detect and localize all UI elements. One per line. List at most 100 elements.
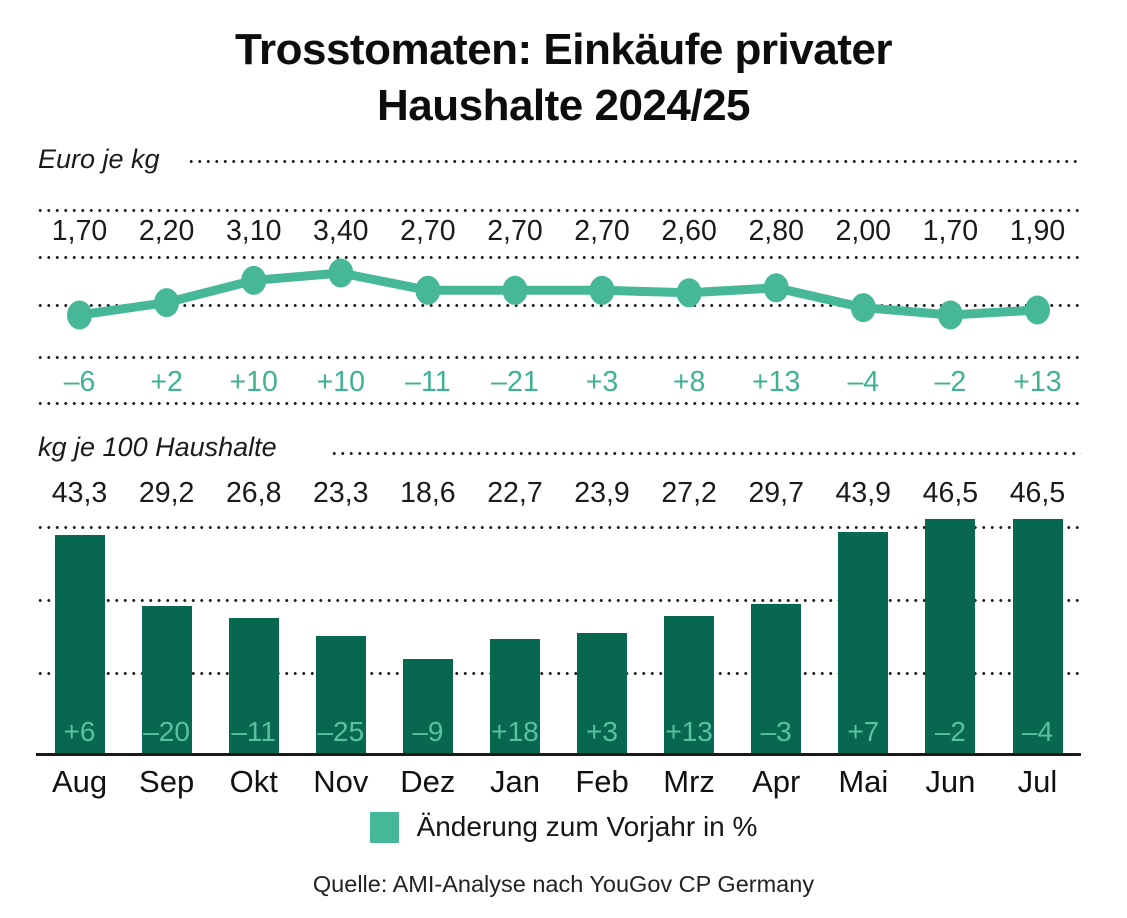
price-change-label: –6 — [63, 366, 96, 398]
month-label: Sep — [139, 764, 195, 799]
price-change-label: +8 — [672, 366, 706, 398]
bar-chart-unit-label: kg je 100 Haushalte — [38, 432, 277, 462]
gridline — [36, 526, 1081, 530]
bar-change-label: +6 — [63, 716, 96, 747]
price-value-label: 2,20 — [138, 215, 195, 247]
bar-value-label: 23,3 — [313, 477, 369, 509]
bar: –4 — [1012, 519, 1063, 753]
bar: +13 — [664, 616, 715, 753]
price-line-series — [67, 258, 1050, 330]
price-point-marker — [589, 275, 615, 305]
price-change-label: –4 — [847, 366, 880, 398]
price-value-label: 2,80 — [748, 215, 804, 247]
month-label: Nov — [313, 764, 369, 799]
bar-value-labels-row: 43,3 29,2 26,8 23,3 18,6 22,7 23,9 27,2 29,7 43,9… — [36, 477, 1081, 510]
bar-value-label: 23,9 — [574, 477, 630, 509]
bar-value-label: 46,5 — [922, 477, 979, 509]
price-point-marker — [1025, 295, 1050, 325]
price-point-marker — [67, 300, 92, 330]
page-title-line1: Trosstomaten: Einkäufe privater — [235, 25, 892, 74]
price-line — [75, 268, 1042, 320]
price-change-label: +13 — [1013, 366, 1062, 398]
price-point-marker — [328, 258, 354, 288]
page-title-line2: Haushalte 2024/25 — [376, 81, 751, 130]
bar: –2 — [925, 519, 976, 753]
price-labels-row: 1,70 2,20 3,10 3,40 2,70 2,70 2,70 2,60 2,80 2,00… — [36, 215, 1081, 248]
price-value-label: 1,70 — [51, 215, 108, 247]
month-label: Mai — [838, 764, 889, 799]
gridline — [330, 452, 1081, 456]
gridline — [36, 599, 1081, 603]
bar-change-label: +3 — [586, 716, 618, 747]
price-change-label: +3 — [585, 366, 619, 398]
price-point-marker — [502, 275, 528, 305]
month-label: Feb — [575, 764, 629, 799]
month-label: Dez — [400, 764, 456, 799]
gridline — [36, 304, 1081, 308]
bar: +7 — [838, 532, 889, 753]
price-point-marker — [241, 265, 267, 295]
price-change-label: –21 — [491, 366, 539, 398]
price-change-label: +13 — [752, 366, 801, 398]
bar-value-label: 46,5 — [1009, 477, 1066, 509]
page-title: Trosstomaten: Einkäufe privater Haushalt… — [0, 22, 1127, 134]
gridline — [36, 356, 1081, 360]
price-value-label: 3,10 — [225, 215, 282, 247]
bar-value-label: 27,2 — [661, 477, 717, 509]
bar: +6 — [54, 535, 105, 753]
bar-value-label: 43,9 — [835, 477, 892, 509]
gridline — [36, 402, 1081, 406]
month-label: Aug — [51, 764, 108, 799]
bar-value-label: 22,7 — [487, 477, 543, 509]
price-change-row: –6 +2 +10 +10 –11 –21 +3 +8 +13 –4 –2 +13 — [36, 366, 1081, 399]
bar: –11 — [228, 618, 279, 753]
month-label: Okt — [229, 764, 278, 799]
price-point-marker — [676, 278, 702, 308]
price-value-label: 2,70 — [487, 215, 543, 247]
bar-change-label: –25 — [317, 716, 365, 747]
bar-value-label: 26,8 — [225, 477, 282, 509]
bar-change-label: +13 — [665, 716, 713, 747]
bar: –20 — [141, 606, 192, 753]
bar-change-label: +7 — [847, 716, 880, 747]
month-label: Jun — [925, 764, 976, 799]
gridline — [36, 256, 1081, 260]
month-label: Jan — [489, 764, 540, 799]
bar-value-label: 18,6 — [400, 477, 456, 509]
bar: –9 — [402, 659, 453, 753]
bar-change-label: –2 — [934, 716, 966, 747]
price-change-label: +2 — [150, 366, 183, 398]
x-axis-line — [36, 753, 1081, 756]
legend-swatch-icon — [369, 811, 399, 843]
bar-change-label: –20 — [143, 716, 190, 747]
bar-value-label: 29,7 — [748, 477, 804, 509]
bar-value-label: 29,2 — [138, 477, 195, 509]
price-point-marker — [415, 275, 441, 305]
legend-label: Änderung zum Vorjahr in % — [416, 811, 758, 842]
price-change-label: –2 — [934, 366, 967, 398]
bar-change-label: –11 — [231, 716, 276, 747]
source-note: Quelle: AMI-Analyse nach YouGov CP Germa… — [312, 871, 815, 897]
price-value-label: 2,70 — [400, 215, 456, 247]
price-value-label: 1,90 — [1009, 215, 1066, 247]
price-point-marker — [763, 273, 789, 303]
month-labels-row: Aug Sep Okt Nov Dez Jan Feb Mrz Apr Mai Jun Jul — [36, 764, 1081, 800]
bar-change-label: +18 — [491, 716, 539, 747]
price-point-marker — [154, 288, 180, 318]
price-change-label: +10 — [229, 366, 278, 398]
bar-value-label: 43,3 — [51, 477, 108, 509]
bar-change-label: –3 — [760, 716, 792, 747]
price-value-label: 1,70 — [922, 215, 979, 247]
line-chart-unit-label: Euro je kg — [38, 144, 160, 174]
bar: –25 — [315, 635, 366, 753]
bar-plot-area: +6 –20 –11 –25 –9 +18 +3 +13 –3 +7 –2 –4 — [36, 500, 1081, 753]
bar-change-label: –9 — [412, 716, 444, 747]
legend: Änderung zum Vorjahr in % — [0, 811, 1127, 843]
price-value-label: 2,00 — [835, 215, 892, 247]
gridline — [187, 160, 1081, 164]
price-value-label: 2,60 — [661, 215, 717, 247]
bar: +18 — [490, 638, 540, 753]
price-point-marker — [937, 300, 963, 330]
bar: –3 — [751, 603, 802, 753]
